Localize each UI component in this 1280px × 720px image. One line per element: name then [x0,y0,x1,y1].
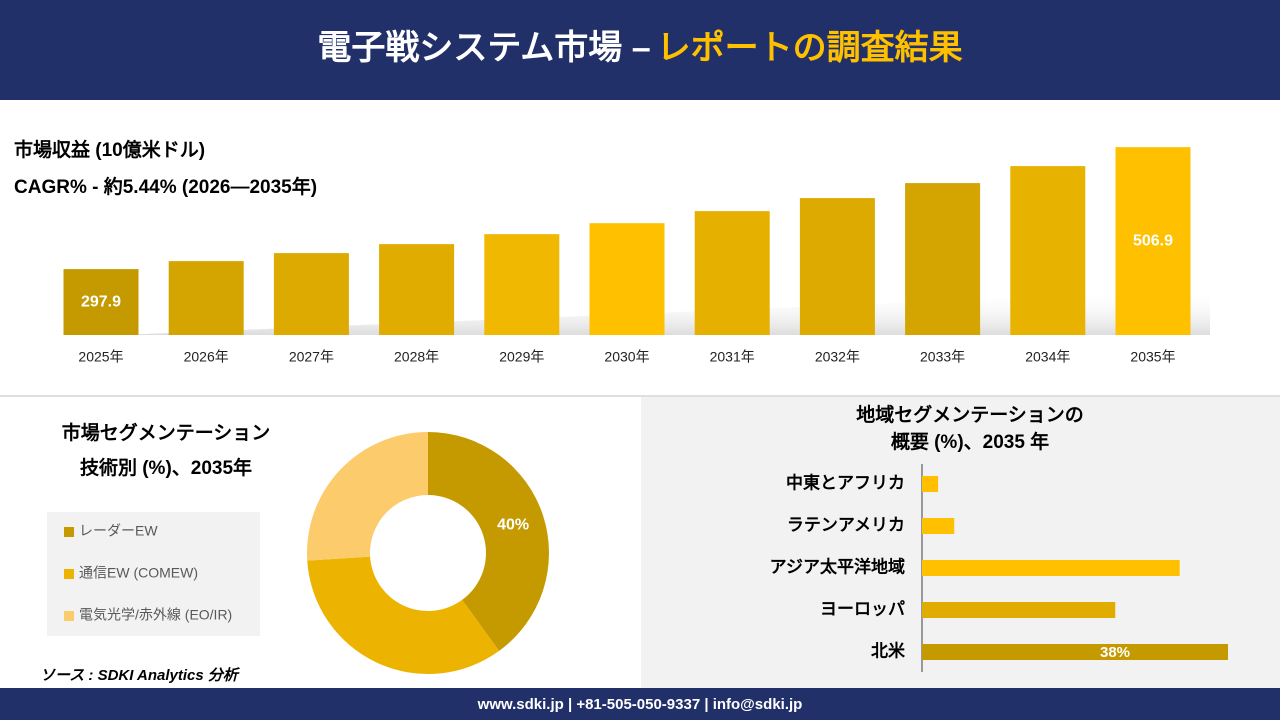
donut-slice [307,432,428,561]
donut-slice [307,556,500,674]
bar [589,223,665,335]
x-tick-label: 2032年 [815,349,860,365]
y-tick-label: ラテンアメリカ [787,515,905,534]
bar [273,253,349,335]
data-label: 40% [497,517,529,534]
region-panel [641,397,1280,688]
y-tick-label: 中東とアフリカ [786,472,905,492]
legend-box [47,512,260,636]
header-title-highlight: レポートの調査結果 [657,28,963,67]
chart-title: 地域セグメンテーションの [856,403,1084,426]
legend-label: 通信EW (COMEW) [79,565,198,581]
x-tick-label: 2025年 [78,349,123,365]
y-tick-label: アジア太平洋地域 [770,556,905,576]
chart-title: 市場セグメンテーション [62,421,271,444]
header-band [0,0,1280,100]
header-title-main: 電子戦システム市場 – [317,29,650,67]
source-note: ソース : SDKI Analytics 分析 [40,667,241,684]
bar [694,211,770,335]
y-tick-label: 北米 [871,640,906,660]
data-label: 506.9 [1133,232,1173,249]
data-label: 297.9 [81,293,121,310]
footer-contact: www.sdki.jp | +81-505-050-9337 | info@sd… [477,696,803,713]
x-tick-label: 2034年 [1025,349,1070,365]
bar [1010,166,1086,335]
bar [484,234,560,335]
bar [922,644,1228,660]
data-label: 38% [1100,644,1130,661]
x-tick-label: 2035年 [1130,349,1175,365]
bar [922,602,1116,618]
bar [922,476,939,492]
chart-subtitle: CAGR% - 約5.44% (2026—2035年) [14,175,317,198]
y-tick-label: ヨーロッパ [820,599,905,618]
bar [905,183,981,335]
x-tick-label: 2029年 [499,349,544,365]
bar [922,518,955,534]
bar [1115,147,1191,335]
bar [922,560,1180,576]
legend-swatch [64,611,74,621]
bar [168,261,244,335]
x-tick-label: 2026年 [184,349,229,365]
chart-title: 市場収益 (10億米ドル) [14,138,205,161]
x-tick-label: 2028年 [394,349,439,365]
chart-title: 技術別 (%)、2035年 [80,456,252,479]
bar [379,244,455,335]
x-tick-label: 2033年 [920,349,965,365]
bar [63,269,139,335]
x-tick-label: 2030年 [604,349,649,365]
x-tick-label: 2031年 [710,349,755,365]
legend-swatch [64,527,74,537]
chart-title: 概要 (%)、2035 年 [891,430,1049,453]
x-tick-label: 2027年 [289,349,334,365]
bar [799,198,875,335]
header-title: 電子戦システム市場 – レポートの調査結果 [317,28,962,67]
legend-label: レーダーEW [79,523,158,539]
legend-label: 電気光学/赤外線 (EO/IR) [79,607,232,623]
donut-slice [428,432,549,651]
footer-band [0,688,1280,720]
legend-swatch [64,569,74,579]
